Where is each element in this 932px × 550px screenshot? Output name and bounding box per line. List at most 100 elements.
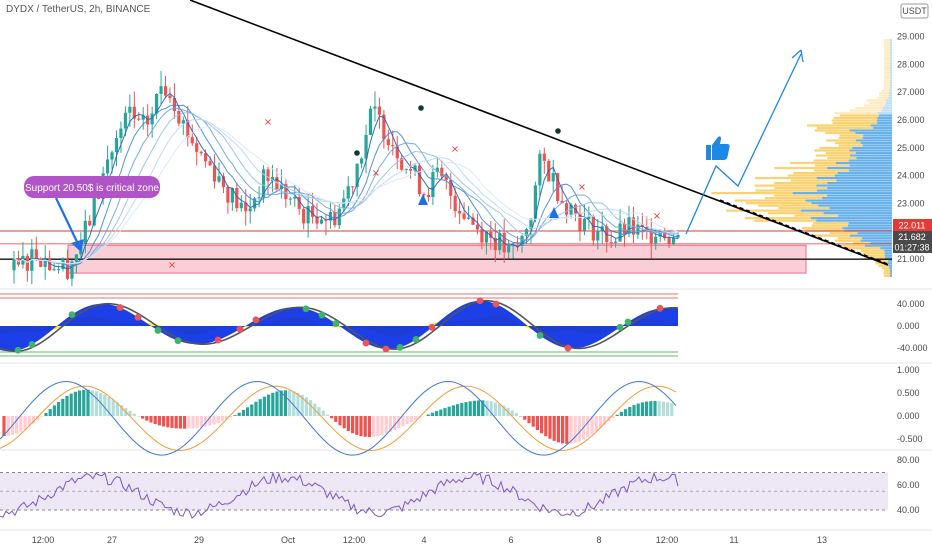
macd-histogram-bar — [351, 416, 355, 434]
volume-profile-bar — [890, 59, 892, 62]
candle-body — [578, 213, 582, 231]
moving-average-line — [13, 112, 679, 265]
oscillator-cross-dot — [116, 304, 124, 311]
volume-profile-bar — [827, 166, 892, 170]
macd-histogram-bar — [128, 410, 132, 416]
macd-histogram-bar — [653, 401, 657, 416]
candle-body — [235, 187, 239, 209]
candle-body — [195, 143, 199, 152]
candle-body — [404, 169, 408, 171]
macd-histogram-bar — [552, 416, 556, 441]
volume-profile-bar — [822, 197, 892, 200]
candle-body — [230, 187, 234, 203]
volume-profile-bar — [814, 164, 850, 167]
descending-trendline — [189, 0, 889, 266]
volume-profile-bar — [889, 267, 892, 270]
volume-profile-bar — [834, 239, 861, 242]
volume-profile-bar — [878, 264, 889, 267]
time-axis-label: 8 — [596, 535, 601, 545]
macd-histogram-bar — [565, 416, 569, 444]
oscillator-cross-dot — [428, 323, 436, 331]
macd-histogram-bar — [325, 414, 329, 416]
macd-histogram-bar — [229, 416, 233, 418]
macd-histogram-bar — [220, 416, 224, 422]
volume-profile-bar — [890, 71, 892, 74]
volume-profile-bar — [890, 69, 892, 72]
candle-body — [346, 186, 350, 199]
candle-body — [319, 219, 324, 224]
candle-body — [177, 110, 181, 124]
volume-profile-bar — [849, 149, 892, 152]
volume-profile-bar — [816, 184, 892, 187]
macd-histogram-bar — [615, 414, 619, 416]
macd-histogram-bar — [367, 416, 371, 438]
macd-axis-label: 1.000 — [897, 365, 920, 375]
oscillator-cross-dot — [252, 316, 260, 324]
macd-histogram-bar — [460, 403, 464, 416]
oscillator-cross-dot — [382, 345, 390, 353]
macd-histogram-bar — [237, 412, 241, 416]
candle-body — [649, 230, 653, 244]
volume-profile-bar — [885, 257, 892, 260]
oscillator-cross-dot — [14, 346, 22, 354]
macd-histogram-bar — [645, 401, 649, 416]
volume-profile-bar — [711, 191, 793, 195]
signal-dot — [555, 128, 561, 134]
macd-histogram-bar — [430, 412, 434, 416]
volume-profile-bar — [816, 176, 892, 180]
candle-body — [373, 106, 377, 109]
volume-profile-bar — [813, 159, 849, 162]
volume-profile-bar — [847, 224, 892, 227]
candle-body — [671, 237, 676, 244]
volume-profile-bar — [886, 101, 892, 105]
time-axis-label: 4 — [421, 535, 426, 545]
candle-body — [12, 258, 16, 271]
macd-histogram-bar — [2, 416, 6, 437]
macd-axis-label: 0.000 — [897, 411, 920, 421]
candle-body — [444, 176, 448, 180]
macd-histogram-bar — [304, 397, 308, 416]
macd-histogram-bar — [409, 416, 413, 423]
oscillator-cross-dot — [412, 336, 420, 343]
callout-arrow — [55, 197, 81, 249]
candle-body — [426, 194, 431, 197]
last-price-value: 22.011 — [899, 221, 926, 231]
oscillator-blue-area — [0, 300, 678, 352]
volume-profile-bar — [826, 151, 856, 155]
macd-histogram-bar — [573, 416, 577, 443]
volume-profile-bar — [876, 119, 892, 122]
candle-body — [449, 179, 453, 196]
volume-profile-bar — [848, 222, 892, 225]
volume-profile-bar — [876, 259, 889, 262]
macd-histogram-bar — [569, 416, 573, 444]
macd-histogram-bar — [166, 416, 170, 428]
macd-histogram-bar — [514, 413, 518, 416]
volume-profile-bar — [842, 227, 892, 230]
macd-histogram-bar — [246, 407, 250, 416]
volume-profile-bar — [813, 169, 849, 172]
candle-body — [663, 231, 667, 239]
candle-body — [453, 195, 457, 211]
volume-profile-bar — [884, 74, 890, 77]
volume-profile-bar — [774, 181, 828, 185]
macd-histogram-bar — [153, 416, 157, 425]
candle-body — [417, 165, 422, 195]
volume-profile-bar — [832, 121, 878, 125]
candle-body — [279, 183, 283, 190]
candle-body — [458, 210, 462, 214]
volume-profile-bar — [884, 79, 890, 82]
oscillator-axis-label: 0.000 — [897, 321, 920, 331]
candle-body — [440, 167, 444, 177]
volume-profile-bar — [884, 104, 892, 107]
macd-histogram-bar — [132, 413, 136, 416]
candle-body — [556, 173, 560, 201]
volume-profile-bar — [811, 202, 892, 205]
oscillator-cross-dot — [302, 305, 310, 313]
candle-body — [591, 216, 595, 241]
macd-histogram-bar — [561, 416, 565, 444]
price-axis-label: 28.000 — [897, 59, 925, 69]
candle-body — [181, 120, 185, 124]
volume-profile-bar — [879, 91, 889, 94]
candle-body — [560, 200, 564, 204]
